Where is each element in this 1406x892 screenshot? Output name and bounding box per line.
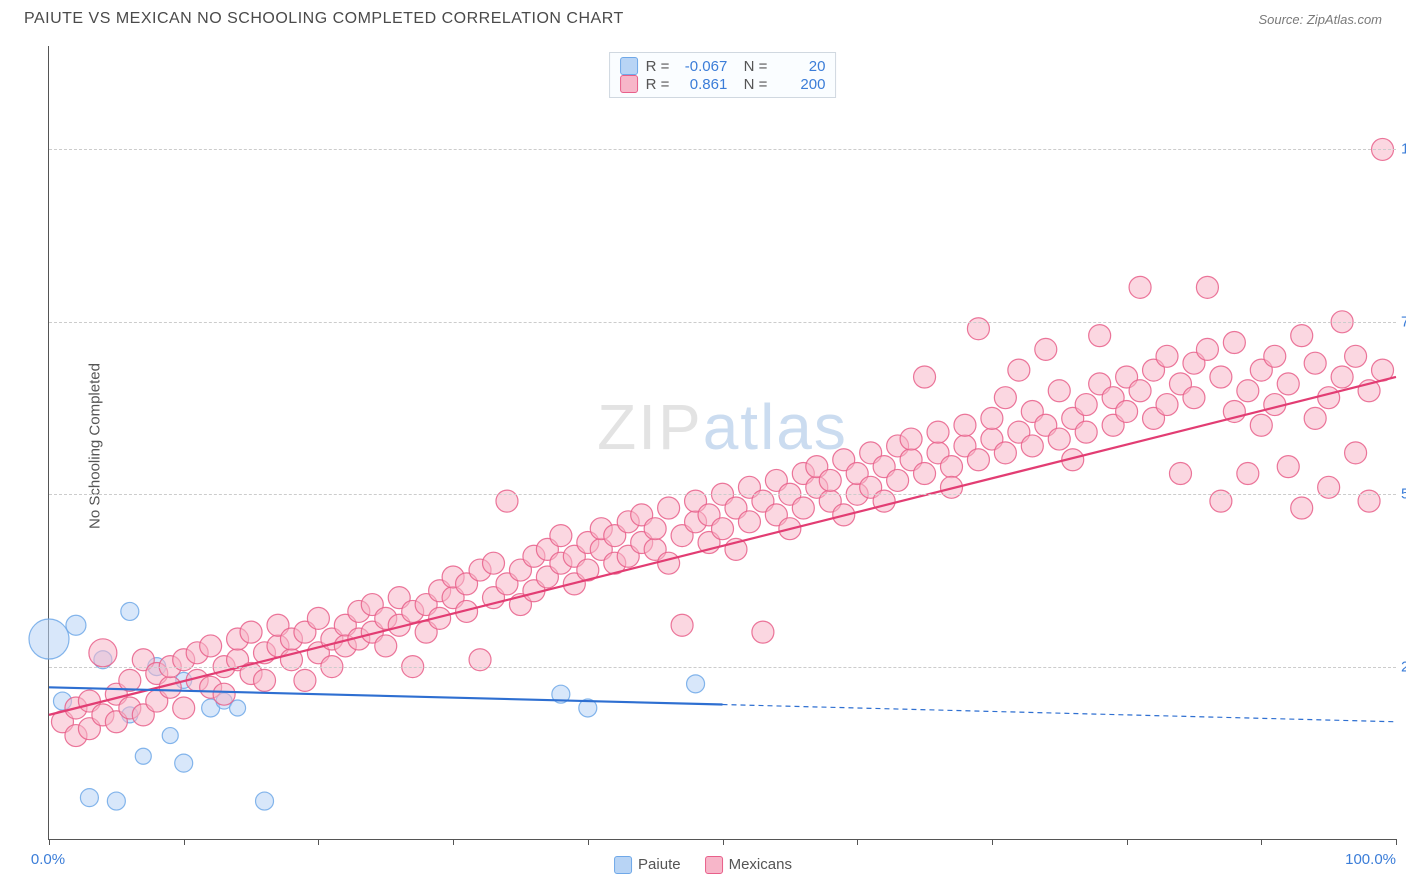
series-legend: Paiute Mexicans — [614, 856, 792, 874]
legend-item-paiute: Paiute — [614, 856, 681, 874]
swatch-paiute — [620, 57, 638, 75]
legend-row-paiute: R =-0.067 N =20 — [620, 57, 826, 75]
source-label: Source: ZipAtlas.com — [1258, 12, 1382, 27]
legend-row-mexicans: R =0.861 N =200 — [620, 75, 826, 93]
plot-svg — [49, 46, 1396, 839]
legend-item-mexicans: Mexicans — [705, 856, 792, 874]
x-min-label: 0.0% — [31, 851, 65, 868]
correlation-legend: R =-0.067 N =20 R =0.861 N =200 — [609, 52, 837, 98]
swatch-mexicans — [620, 75, 638, 93]
chart-title: PAIUTE VS MEXICAN NO SCHOOLING COMPLETED… — [24, 10, 624, 28]
chart-area: ZIPatlas R =-0.067 N =20 R =0.861 N =200… — [48, 46, 1396, 840]
x-max-label: 100.0% — [1345, 851, 1396, 868]
